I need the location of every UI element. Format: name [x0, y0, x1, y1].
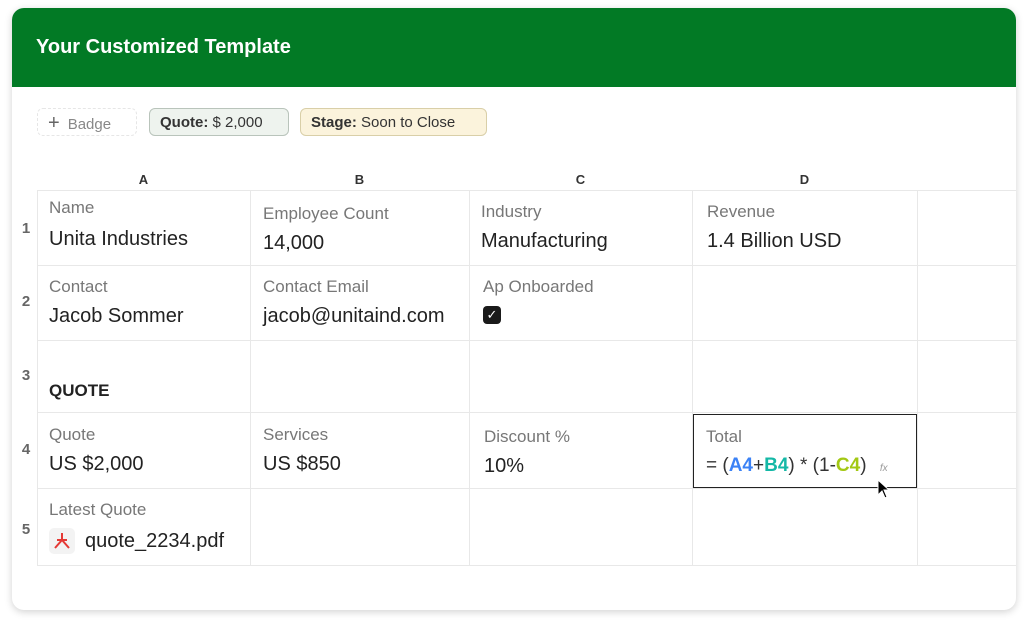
- quote-badge-value: $ 2,000: [212, 114, 263, 131]
- formula-text: ): [860, 455, 867, 476]
- grid-line: [37, 190, 38, 565]
- stage-badge-key: Stage:: [311, 114, 357, 131]
- column-header-d[interactable]: D: [799, 172, 810, 187]
- row-header-3[interactable]: 3: [21, 367, 31, 384]
- fx-icon: fx: [879, 463, 888, 474]
- cell-value: Jacob Sommer: [49, 305, 184, 327]
- cell-value: US $2,000: [49, 453, 144, 475]
- cell-d4[interactable]: Total = (A4+B4) * (1-C4) fx: [706, 427, 888, 477]
- cell-a5[interactable]: Latest Quote quote_2234.pdf: [49, 500, 224, 554]
- quote-badge-key: Quote:: [160, 114, 209, 131]
- formula-ref-b4: B4: [764, 455, 789, 476]
- cell-a2[interactable]: Contact Jacob Sommer: [49, 277, 184, 328]
- cell-b2[interactable]: Contact Email jacob@unitaind.com: [263, 277, 445, 328]
- grid-line: [469, 190, 470, 565]
- cell-b1[interactable]: Employee Count 14,000: [263, 204, 389, 255]
- cell-value: US $850: [263, 453, 341, 475]
- row-header-2[interactable]: 2: [21, 293, 31, 310]
- cell-label: Quote: [49, 425, 96, 444]
- row-header-5[interactable]: 5: [21, 521, 31, 538]
- grid-line: [37, 190, 1016, 191]
- cell-label: Industry: [481, 202, 542, 221]
- onboarded-checkbox[interactable]: ✓: [483, 306, 501, 324]
- grid-line: [37, 565, 1016, 566]
- grid-line: [37, 412, 1016, 413]
- row-header-4[interactable]: 4: [21, 441, 31, 458]
- template-card: Your Customized Template: [12, 8, 1016, 610]
- formula-text: ) * (1-: [788, 455, 836, 476]
- cell-value: Unita Industries: [49, 228, 188, 250]
- cell-value: 10%: [484, 455, 525, 477]
- column-header-a[interactable]: A: [138, 172, 149, 187]
- cell-label: Contact: [49, 277, 108, 296]
- formula-ref-a4: A4: [728, 455, 753, 476]
- cell-label: Contact Email: [263, 277, 369, 296]
- add-badge-button[interactable]: + Badge: [37, 108, 137, 136]
- cell-b4[interactable]: Services US $850: [263, 425, 341, 476]
- plus-icon: +: [48, 112, 60, 134]
- stage-badge-value: Soon to Close: [361, 114, 456, 131]
- grid-line: [917, 190, 918, 565]
- cell-label: Name: [49, 198, 95, 217]
- cell-label: Latest Quote: [49, 500, 147, 519]
- cell-d4-selected[interactable]: [693, 414, 917, 488]
- mouse-cursor-icon: [877, 479, 891, 499]
- cell-value: 14,000: [263, 232, 325, 254]
- cell-a4[interactable]: Quote US $2,000: [49, 425, 144, 476]
- formula-text: +: [753, 455, 765, 476]
- cell-label: Employee Count: [263, 204, 389, 223]
- file-attachment[interactable]: quote_2234.pdf: [49, 528, 224, 554]
- cell-label: Services: [263, 425, 329, 444]
- grid-line: [37, 340, 1016, 341]
- cell-value: Manufacturing: [481, 230, 608, 252]
- page-title: Your Customized Template: [36, 36, 291, 58]
- grid-line: [37, 488, 1016, 489]
- cell-label: Revenue: [707, 202, 776, 221]
- grid-line: [37, 265, 1016, 266]
- grid-line: [250, 190, 251, 565]
- cell-a1[interactable]: Name Unita Industries: [49, 198, 188, 251]
- cell-value: jacob@unitaind.com: [263, 305, 445, 327]
- formula-ref-c4: C4: [835, 455, 861, 476]
- quote-badge[interactable]: Quote: $ 2,000: [149, 108, 289, 136]
- cell-label: Ap Onboarded: [483, 277, 594, 296]
- header: Your Customized Template: [12, 8, 1016, 87]
- formula-text: = (: [706, 455, 729, 476]
- cell-label: Discount %: [484, 427, 570, 446]
- file-name: quote_2234.pdf: [85, 529, 225, 552]
- formula-value[interactable]: = (A4+B4) * (1-C4) fx: [706, 455, 888, 477]
- cell-c1[interactable]: Industry Manufacturing: [481, 202, 608, 253]
- cell-c4[interactable]: Discount % 10%: [484, 427, 570, 478]
- row-header-1[interactable]: 1: [21, 220, 31, 237]
- cell-value: 1.4 Billion USD: [707, 230, 842, 252]
- cell-d1[interactable]: Revenue 1.4 Billion USD: [707, 202, 842, 253]
- pdf-icon: [49, 528, 75, 554]
- column-header-c[interactable]: C: [575, 172, 586, 187]
- quote-section-heading: QUOTE: [49, 381, 110, 400]
- cell-c2[interactable]: Ap Onboarded ✓: [483, 277, 594, 324]
- add-badge-label: Badge: [67, 116, 112, 133]
- column-header-b[interactable]: B: [354, 172, 365, 187]
- stage-badge[interactable]: Stage: Soon to Close: [300, 108, 487, 136]
- cell-label: Total: [706, 427, 742, 446]
- grid-line: [692, 190, 693, 565]
